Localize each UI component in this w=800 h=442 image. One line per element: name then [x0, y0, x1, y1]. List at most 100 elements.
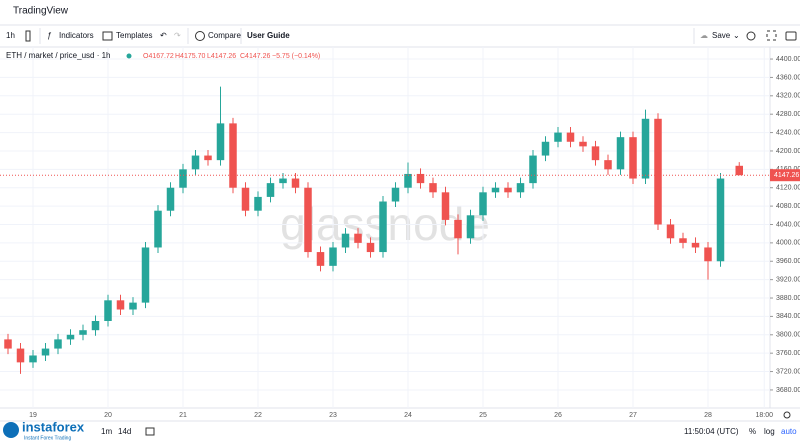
candle-body — [54, 339, 62, 349]
undo-button[interactable]: ↶ — [160, 31, 167, 40]
templates-button[interactable]: Templates — [116, 31, 152, 40]
user-guide-button[interactable]: User Guide — [247, 31, 290, 40]
legend-close: C4147.26 — [240, 53, 270, 60]
candle-body — [154, 210, 162, 248]
candle-body — [529, 155, 537, 184]
templates-icon — [102, 31, 113, 41]
candle-body — [554, 132, 562, 142]
candle-body — [191, 155, 200, 170]
candle-body — [216, 123, 225, 161]
range-button[interactable]: 1m — [101, 427, 112, 436]
plot — [0, 47, 773, 408]
x-tick-label: 28 — [704, 412, 712, 419]
save-menu[interactable]: ⌄ — [733, 31, 740, 40]
candle-body — [29, 355, 37, 363]
candle-body — [391, 187, 400, 202]
candle-body — [504, 187, 512, 193]
last-price-label: 4147.26 — [774, 172, 799, 179]
y-tick-label: 4040.00 — [776, 221, 800, 228]
candle-body — [429, 183, 437, 193]
auto-toggle[interactable]: auto — [781, 427, 797, 436]
y-tick-label: 4240.00 — [776, 129, 800, 136]
candle-body — [254, 196, 262, 211]
candle-body — [691, 242, 700, 248]
x-tick-label: 20 — [104, 412, 112, 419]
y-tick-label: 4280.00 — [776, 111, 800, 118]
candle-body — [279, 178, 287, 184]
candle-body — [441, 192, 450, 220]
chart-type-icon[interactable] — [25, 30, 31, 42]
candle-body — [329, 247, 337, 266]
indicators-icon: ƒ — [47, 31, 52, 40]
save-button[interactable]: Save — [712, 31, 731, 40]
candle-body — [341, 233, 350, 248]
compare-icon — [195, 31, 205, 41]
x-tick-label: 25 — [479, 412, 487, 419]
candle-body — [566, 132, 575, 142]
last-price-box — [770, 169, 800, 182]
indicators-button[interactable]: Indicators — [59, 31, 94, 40]
y-tick-label: 4120.00 — [776, 185, 800, 192]
fullscreen-button[interactable] — [766, 30, 777, 41]
x-tick-label: 27 — [629, 412, 637, 419]
y-tick-label: 3960.00 — [776, 258, 800, 265]
symbol-label: ETH / market / price_usd · 1h — [6, 51, 110, 60]
percent-toggle[interactable]: % — [749, 427, 756, 436]
candle-body — [404, 173, 412, 188]
x-tick-label: 23 — [329, 412, 337, 419]
x-tick-label: 26 — [554, 412, 562, 419]
date-range-button[interactable] — [145, 427, 155, 436]
candle-body — [516, 183, 525, 193]
clock: 11:50:04 (UTC) — [684, 427, 739, 436]
candle-body — [241, 187, 250, 211]
candle-body — [541, 141, 550, 156]
y-tick-label: 3680.00 — [776, 387, 800, 394]
candle-body — [654, 118, 662, 225]
candle-body — [379, 201, 387, 253]
candle-body — [41, 348, 50, 356]
save-icon: ☁ — [700, 31, 708, 40]
candle-body — [616, 137, 625, 170]
y-tick-label: 3760.00 — [776, 350, 800, 357]
y-tick-label: 4400.00 — [776, 56, 800, 63]
screenshot-button[interactable] — [785, 31, 797, 41]
redo-button[interactable]: ↷ — [174, 31, 181, 40]
y-tick-label: 3800.00 — [776, 332, 800, 339]
candle-body — [366, 242, 375, 253]
candle-body — [316, 252, 325, 266]
candle-body — [66, 334, 75, 340]
x-tick-label: 22 — [254, 412, 262, 419]
legend-low: L4147.26 — [207, 53, 236, 60]
candle-body — [716, 178, 725, 262]
candle-body — [16, 348, 25, 363]
x-tick-label: 24 — [404, 412, 412, 419]
status-dot — [126, 53, 132, 59]
y-tick-label: 4200.00 — [776, 148, 800, 155]
axis-settings[interactable] — [783, 411, 791, 419]
settings-button[interactable] — [746, 31, 756, 41]
y-tick-label: 4080.00 — [776, 203, 800, 210]
x-tick-label: 21 — [179, 412, 187, 419]
candle-body — [166, 187, 175, 211]
candle-body — [91, 321, 100, 331]
x-tick-label: 18:00 — [755, 412, 773, 419]
brand-name: instaforex — [22, 419, 85, 434]
range-button[interactable]: 14d — [118, 427, 131, 436]
candle-body — [629, 137, 637, 179]
candle-body — [466, 215, 475, 239]
candle-body — [666, 224, 675, 239]
legend-open: O4167.72 — [143, 53, 174, 60]
y-tick-label: 3720.00 — [776, 368, 800, 375]
y-tick-label: 4320.00 — [776, 93, 800, 100]
y-tick-label: 4360.00 — [776, 74, 800, 81]
candle-body — [79, 330, 87, 335]
candle-body — [304, 187, 312, 253]
legend-high: H4175.70 — [175, 53, 205, 60]
candle-body — [591, 146, 600, 161]
compare-button[interactable]: Compare — [208, 31, 241, 40]
y-tick-label: 4000.00 — [776, 240, 800, 247]
log-toggle[interactable]: log — [764, 427, 775, 436]
candle-body — [179, 169, 187, 188]
interval-button[interactable]: 1h — [6, 31, 15, 40]
